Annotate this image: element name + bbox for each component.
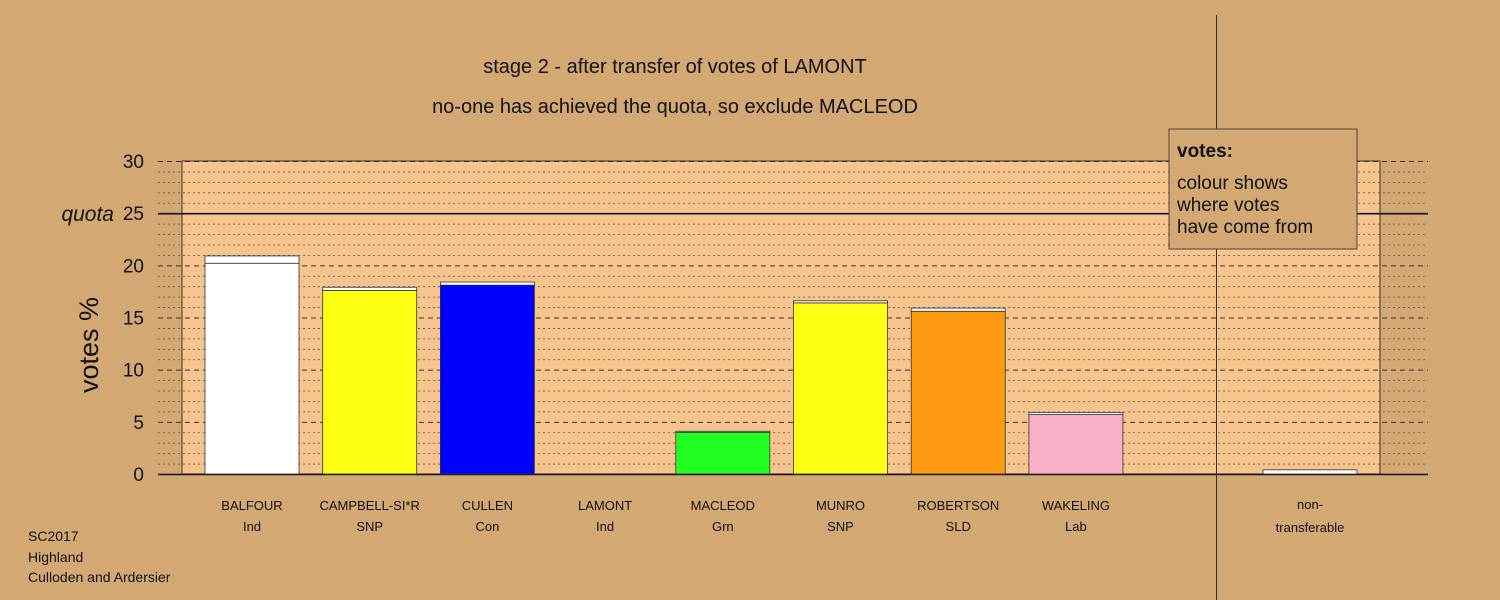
footer-ward: Culloden and Ardersier xyxy=(28,569,171,585)
y-tick-label: 5 xyxy=(133,413,144,434)
candidate-party: SNP xyxy=(827,519,854,534)
bar-first-preference xyxy=(675,431,771,475)
candidate-labels: BALFOUR Ind CAMPBELL-SI*R SNP CULLEN Con LAMON… xyxy=(221,497,1344,535)
candidate-party: Con xyxy=(475,519,499,534)
y-axis-label: votes % xyxy=(74,297,104,393)
candidate-party: Ind xyxy=(596,519,614,534)
chart-subtitle: no-one has achieved the quota, so exclud… xyxy=(432,96,918,118)
legend-line: have come from xyxy=(1177,217,1313,238)
y-tick-label: 0 xyxy=(133,465,144,486)
bar-first-preference xyxy=(204,262,300,475)
nontransferable-label: transferable xyxy=(1276,520,1345,535)
candidate-party: SNP xyxy=(356,519,383,534)
y-tick-label: 10 xyxy=(123,361,144,382)
footer-election: SC2017 xyxy=(28,528,79,544)
bars xyxy=(204,255,1358,475)
candidate-name: MACLEOD xyxy=(691,498,755,513)
bar-transfer xyxy=(910,307,1006,312)
bar-first-preference xyxy=(439,284,535,475)
quota-label: quota xyxy=(61,203,114,226)
candidate-party: Lab xyxy=(1065,519,1087,534)
y-tick-label: 20 xyxy=(123,256,144,277)
bar-nontransferable xyxy=(1262,469,1358,475)
bar-first-preference xyxy=(322,289,418,475)
candidate-name: MUNRO xyxy=(816,498,865,513)
bar-transfer xyxy=(675,430,771,433)
candidate-name: WAKELING xyxy=(1042,498,1110,513)
legend-line: where votes xyxy=(1176,195,1279,216)
candidate-party: SLD xyxy=(946,519,971,534)
bar-first-preference xyxy=(793,302,888,475)
candidate-name: ROBERTSON xyxy=(917,498,999,513)
nontransferable-label: non- xyxy=(1297,497,1323,512)
candidate-party: Ind xyxy=(243,519,261,534)
bar-transfer xyxy=(204,255,300,264)
chart-title: stage 2 - after transfer of votes of LAM… xyxy=(483,56,867,78)
bar-transfer xyxy=(1028,412,1124,415)
footer-council: Highland xyxy=(28,549,83,565)
candidate-name: BALFOUR xyxy=(221,498,282,513)
y-tick-label: 15 xyxy=(123,309,144,330)
candidate-party: Grn xyxy=(712,519,734,534)
bar-transfer xyxy=(439,281,535,286)
bar-transfer xyxy=(322,286,418,291)
candidate-name: CULLEN xyxy=(462,498,513,513)
bar-transfer xyxy=(793,300,888,304)
candidate-name: CAMPBELL-SI*R xyxy=(319,498,419,513)
legend-box xyxy=(1168,128,1358,250)
bar-first-preference xyxy=(910,310,1006,475)
bar-first-preference xyxy=(1028,414,1124,475)
legend-title: votes: xyxy=(1177,141,1233,162)
legend-line: colour shows xyxy=(1177,173,1288,194)
y-tick-label: 25 xyxy=(123,204,144,225)
candidate-name: LAMONT xyxy=(578,498,632,513)
y-tick-label: 30 xyxy=(123,152,144,173)
y-ticks: 0 5 10 15 20 25 30 xyxy=(123,152,144,486)
legend: votes: colour shows where votes have com… xyxy=(1168,128,1358,250)
